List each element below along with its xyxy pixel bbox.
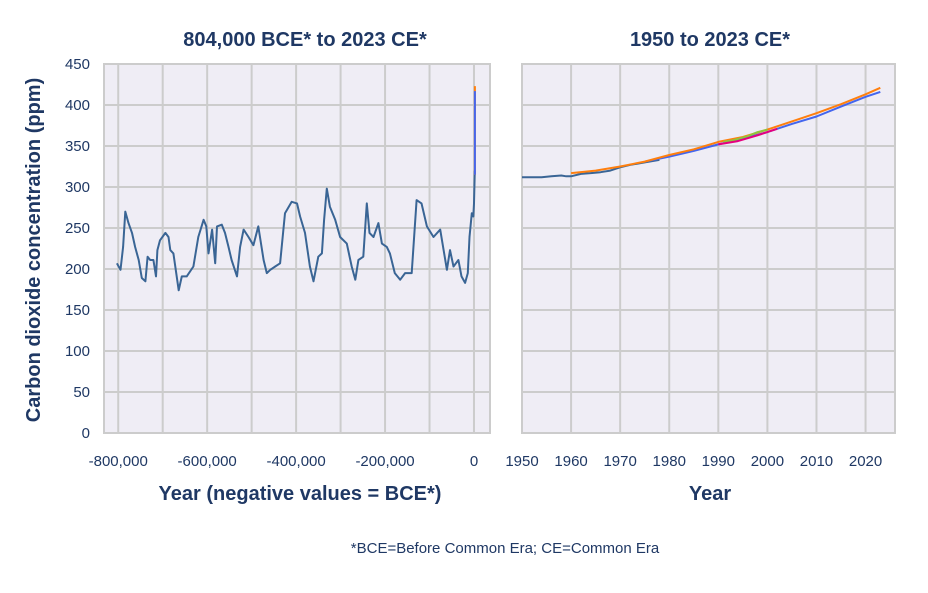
x-tick-label: -800,000 — [89, 453, 148, 470]
y-axis-title: Carbon dioxide concentration (ppm) — [23, 78, 45, 422]
right-x-axis-title: Year — [689, 483, 731, 505]
y-tick-label: 50 — [73, 384, 90, 401]
left-chart-title: 804,000 BCE* to 2023 CE* — [183, 29, 427, 51]
left-plot: -800,000 -600,000 -400,000 -200,000 0 0 50 100 1… — [65, 56, 491, 470]
y-tick-label: 250 — [65, 220, 90, 237]
x-tick-label: 1980 — [653, 453, 686, 470]
y-tick-label: 150 — [65, 302, 90, 319]
x-tick-label: 2010 — [800, 453, 833, 470]
x-tick-label: 2000 — [751, 453, 784, 470]
x-tick-label: 1960 — [554, 453, 587, 470]
series-line — [718, 127, 778, 146]
y-tick-label: 450 — [65, 56, 90, 73]
x-tick-label: -600,000 — [178, 453, 237, 470]
plot-area — [521, 63, 896, 434]
x-tick-label: -400,000 — [267, 453, 326, 470]
y-tick-label: 300 — [65, 179, 90, 196]
y-tick-label: 0 — [82, 425, 90, 442]
x-tick-label: 1990 — [702, 453, 735, 470]
x-tick-label: 1950 — [505, 453, 538, 470]
footnote: *BCE=Before Common Era; CE=Common Era — [351, 540, 660, 557]
x-tick-label: 2020 — [849, 453, 882, 470]
right-chart-title: 1950 to 2023 CE* — [630, 29, 790, 51]
left-x-axis-title: Year (negative values = BCE*) — [159, 483, 442, 505]
y-tick-label: 400 — [65, 97, 90, 114]
right-plot: 1950 1960 1970 1980 1990 2000 2010 2020 — [505, 63, 896, 470]
x-tick-label: -200,000 — [355, 453, 414, 470]
series-line — [723, 128, 768, 143]
series-line — [570, 86, 881, 175]
x-tick-label: 0 — [470, 453, 478, 470]
series-line — [116, 170, 476, 292]
y-tick-label: 350 — [65, 138, 90, 155]
x-tick-label: 1970 — [603, 453, 636, 470]
y-tick-label: 100 — [65, 343, 90, 360]
y-tick-label: 200 — [65, 261, 90, 278]
